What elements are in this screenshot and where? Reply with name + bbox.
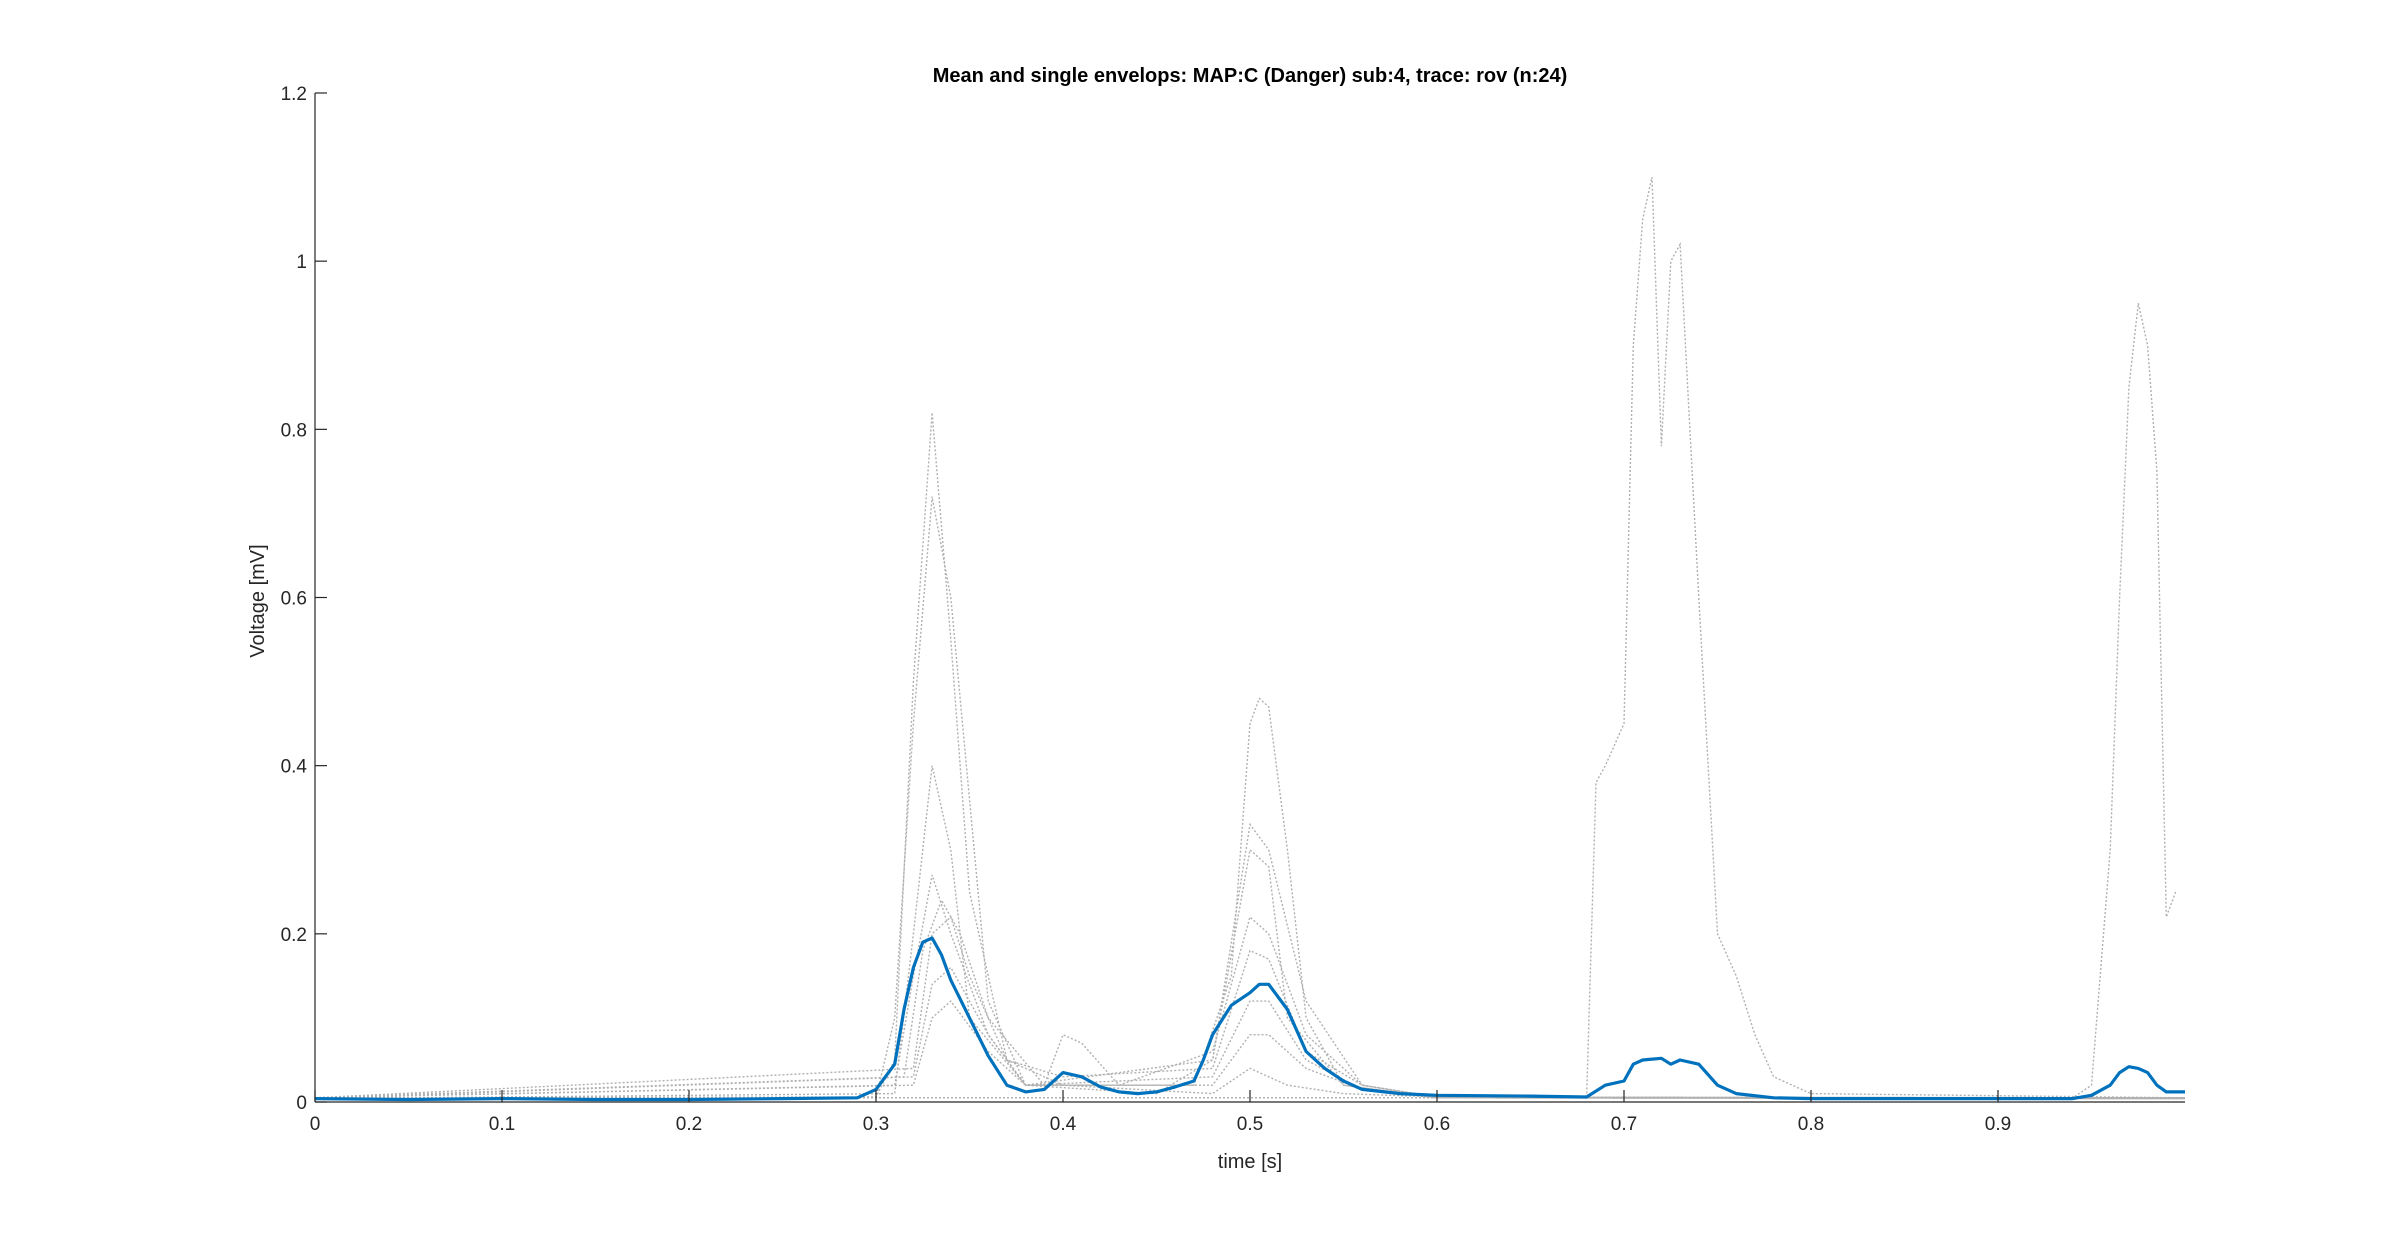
x-tick-label: 0 [310, 1114, 321, 1135]
y-axis-label: Voltage [mV] [247, 544, 269, 657]
y-tick-label: 0.2 [281, 925, 307, 946]
x-tick-label: 0.6 [1424, 1114, 1450, 1135]
x-axis-label: time [s] [1218, 1151, 1282, 1173]
y-tick-label: 0.4 [281, 757, 308, 778]
single-envelope-line-8 [314, 1000, 2185, 1099]
x-tick-label: 0.8 [1798, 1114, 1824, 1135]
y-tick-label: 0.8 [281, 420, 307, 441]
mean-envelope-group [314, 936, 2185, 1102]
x-tick-label: 0.1 [489, 1114, 515, 1135]
chart-title: Mean and single envelops: MAP:C (Danger)… [933, 65, 1568, 87]
x-tick-label: 0.7 [1611, 1114, 1637, 1135]
y-tick-label: 1.2 [281, 84, 307, 105]
single-envelope-line-5 [314, 898, 2185, 1099]
single-envelope-line-9 [315, 176, 2186, 1099]
x-tick-label: 0.4 [1050, 1114, 1077, 1135]
single-envelope-line-10 [315, 303, 2177, 1099]
single-envelope-line-7 [314, 966, 2186, 1100]
x-tick-label: 0.9 [1985, 1114, 2011, 1135]
y-tick-label: 0.6 [281, 589, 307, 610]
single-envelope-line-1 [314, 412, 2185, 1099]
x-tick-label: 0.5 [1237, 1114, 1263, 1135]
single-envelopes-group [314, 176, 2186, 1100]
mean-envelope-line [314, 936, 2185, 1102]
single-envelope-line-2 [314, 496, 2186, 1100]
single-envelope-line-4 [314, 822, 2186, 1099]
x-tick-label: 0.3 [863, 1114, 889, 1135]
axes-group: 0 0.1 0.2 0.3 0.4 0.5 0.6 0.7 0.8 0.9 0 0.2 0.4 0.6 0.… [281, 84, 2185, 1135]
y-tick-label: 0 [296, 1093, 307, 1114]
single-envelope-line-6 [314, 915, 2186, 1099]
single-envelope-line-3 [314, 697, 2186, 1100]
x-tick-label: 0.2 [676, 1114, 702, 1135]
y-tick-label: 1 [296, 252, 307, 273]
